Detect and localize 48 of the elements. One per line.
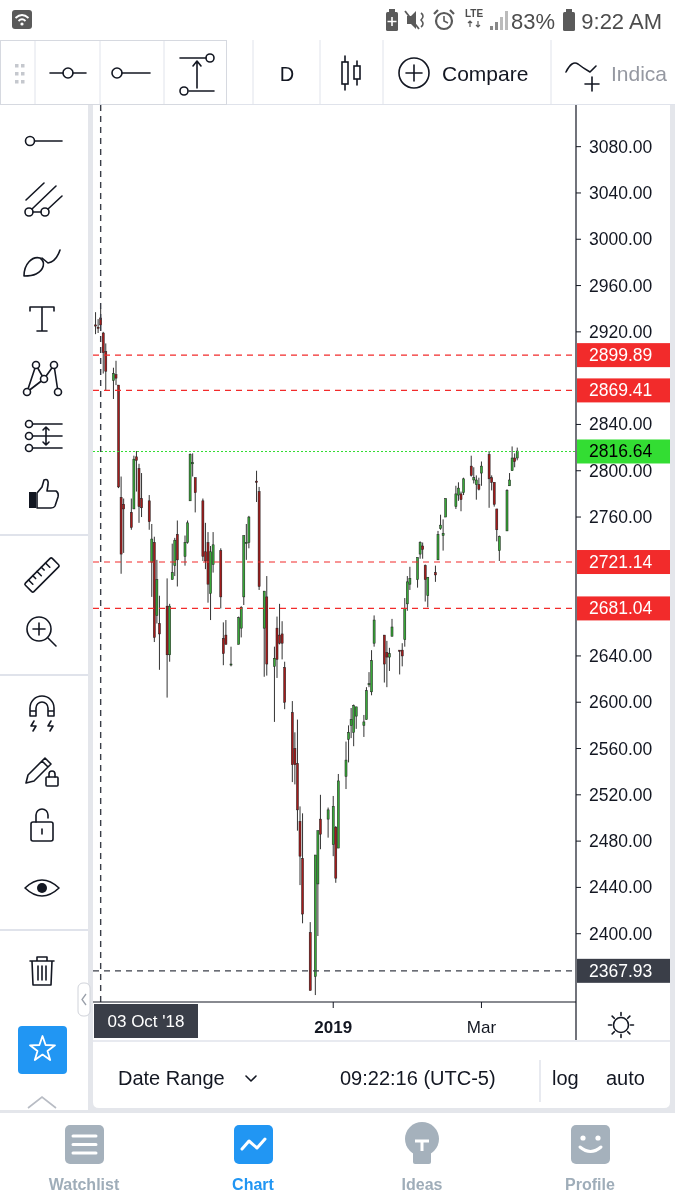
text: 83% bbox=[510, 9, 555, 34]
y-tick-label: 3000.00 bbox=[589, 229, 653, 250]
text: D bbox=[279, 63, 295, 85]
y-tick-label: 2400.00 bbox=[589, 923, 653, 944]
ref-line-label: 2869.41 bbox=[589, 380, 653, 401]
candlestick bbox=[326, 807, 330, 839]
text: Chart bbox=[232, 1176, 275, 1193]
ref-line-label: 03 Oct '18 bbox=[107, 1012, 185, 1031]
text: LTE bbox=[464, 8, 484, 19]
candlestick bbox=[480, 461, 483, 487]
y-tick-label: 2800.00 bbox=[589, 460, 653, 481]
ref-line-label: 2681.04 bbox=[589, 598, 653, 619]
candlestick bbox=[444, 498, 447, 518]
candlestick bbox=[222, 621, 225, 666]
text: Watchlist bbox=[48, 1176, 120, 1193]
y-tick-label: 2640.00 bbox=[589, 645, 653, 666]
x-tick-label: Mar bbox=[466, 1018, 497, 1037]
text: log bbox=[552, 1067, 579, 1089]
candlestick bbox=[398, 649, 401, 675]
y-tick-label: 2440.00 bbox=[589, 877, 653, 898]
text: Compare bbox=[442, 62, 529, 85]
candlestick bbox=[372, 614, 376, 648]
y-tick-label: 2760.00 bbox=[589, 507, 653, 528]
ref-line-label: 2367.93 bbox=[589, 960, 653, 981]
y-tick-label: 2600.00 bbox=[589, 692, 653, 713]
y-tick-label: 2840.00 bbox=[589, 414, 653, 435]
text: auto bbox=[606, 1067, 645, 1089]
ref-line-label: 2899.89 bbox=[589, 345, 653, 366]
ref-line-label: 2721.14 bbox=[589, 552, 653, 573]
text: 09:22:16 (UTC-5) bbox=[340, 1067, 496, 1089]
candlestick bbox=[94, 311, 97, 335]
candlestick bbox=[193, 477, 197, 513]
y-tick-label: 2520.00 bbox=[589, 784, 653, 805]
y-tick-label: 2560.00 bbox=[589, 738, 653, 759]
text: Ideas bbox=[401, 1176, 443, 1193]
text: Indica bbox=[611, 62, 668, 85]
text: Profile bbox=[565, 1176, 615, 1193]
y-tick-label: 3040.00 bbox=[589, 182, 653, 203]
x-tick-label: 2019 bbox=[314, 1018, 353, 1037]
y-tick-label: 2480.00 bbox=[589, 831, 653, 852]
candlestick bbox=[354, 706, 358, 730]
text: Date Range bbox=[118, 1067, 225, 1089]
y-tick-label: 2920.00 bbox=[589, 321, 653, 342]
text: 9:22 AM bbox=[581, 9, 662, 34]
ref-line-label: 2816.64 bbox=[589, 441, 653, 462]
candlestick bbox=[122, 498, 125, 554]
y-tick-label: 3080.00 bbox=[589, 136, 653, 157]
y-tick-label: 2960.00 bbox=[589, 275, 653, 296]
